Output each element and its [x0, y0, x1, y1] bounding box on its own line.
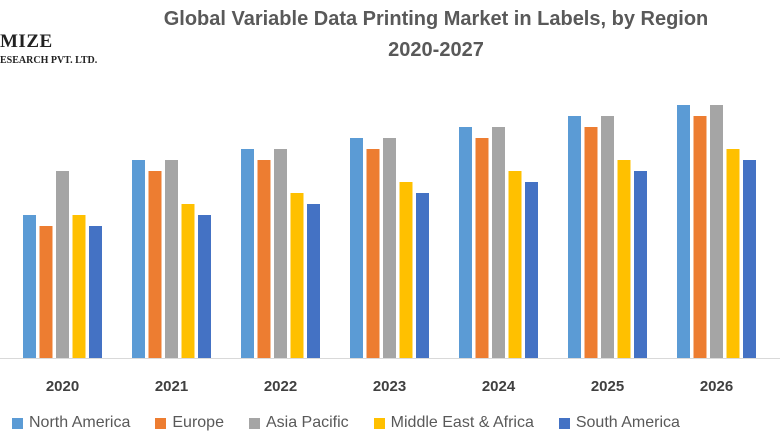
legend-label: Middle East & Africa [390, 414, 534, 431]
bar-middle-east-africa-2023 [399, 182, 413, 358]
bar-north-america-2024 [459, 127, 472, 358]
x-tick-label: 2026 [700, 378, 733, 395]
legend-item: South America [558, 414, 680, 432]
bar-south-america-2020 [89, 226, 102, 358]
bar-europe-2022 [257, 160, 271, 358]
bar-south-america-2023 [416, 193, 429, 358]
logo-subtext: ESEARCH PVT. LTD. [0, 55, 98, 66]
bar-middle-east-africa-2026 [726, 149, 740, 358]
bar-europe-2021 [148, 171, 162, 358]
legend-swatch [558, 417, 570, 429]
bar-north-america-2023 [350, 138, 363, 358]
bar-asia-pacific-2024 [492, 127, 505, 358]
x-tick-label: 2022 [264, 378, 297, 395]
legend: North America Europe Asia Pacific Middle Ea… [12, 414, 705, 432]
legend-label: South America [575, 414, 680, 431]
x-tick-label: 2023 [373, 378, 406, 395]
bar-europe-2020 [39, 226, 53, 358]
x-tick-label: 2025 [591, 378, 624, 395]
chart-title: Global Variable Data Printing Market in … [163, 8, 709, 30]
bar-north-america-2026 [677, 105, 690, 358]
bar-asia-pacific-2023 [383, 138, 396, 358]
x-tick-label: 2020 [46, 378, 79, 395]
bar-middle-east-africa-2022 [290, 193, 304, 358]
bar-europe-2024 [475, 138, 489, 358]
bar-asia-pacific-2021 [165, 160, 178, 358]
bar-south-america-2026 [743, 160, 756, 358]
bar-south-america-2024 [525, 182, 538, 358]
bar-europe-2026 [693, 116, 707, 358]
x-tick-label: 2021 [155, 378, 188, 395]
legend-item: Middle East & Africa [373, 414, 534, 432]
bar-south-america-2021 [198, 215, 211, 358]
bar-asia-pacific-2026 [710, 105, 723, 358]
legend-label: North America [29, 414, 131, 431]
bar-south-america-2022 [307, 204, 320, 358]
legend-label: Asia Pacific [265, 414, 349, 431]
bar-asia-pacific-2022 [274, 149, 287, 358]
legend-swatch [248, 417, 260, 429]
legend-item: Asia Pacific [248, 414, 349, 432]
bar-middle-east-africa-2025 [617, 160, 631, 358]
legend-item: Europe [155, 414, 224, 432]
legend-swatch [12, 417, 23, 429]
bar-middle-east-africa-2020 [72, 215, 86, 358]
chart-plot: 2020 2021 2022 2023 2024 2025 2026 [0, 105, 780, 395]
bar-middle-east-africa-2021 [181, 204, 195, 358]
bar-north-america-2025 [568, 116, 581, 358]
bar-europe-2023 [366, 149, 380, 358]
bar-south-america-2025 [634, 171, 647, 358]
logo-text: MIZE [0, 31, 53, 52]
legend-item: North America [12, 414, 130, 432]
bar-north-america-2020 [23, 215, 36, 358]
bar-middle-east-africa-2024 [508, 171, 522, 358]
legend-swatch [373, 417, 385, 429]
bar-europe-2025 [584, 127, 598, 358]
bar-asia-pacific-2025 [601, 116, 614, 358]
bar-north-america-2022 [241, 149, 254, 358]
x-tick-label: 2024 [482, 378, 516, 395]
chart-subtitle: 2020-2027 [388, 39, 484, 61]
legend-label: Europe [172, 414, 224, 431]
bar-north-america-2021 [132, 160, 145, 358]
legend-swatch [155, 417, 167, 429]
bar-asia-pacific-2020 [56, 171, 69, 358]
